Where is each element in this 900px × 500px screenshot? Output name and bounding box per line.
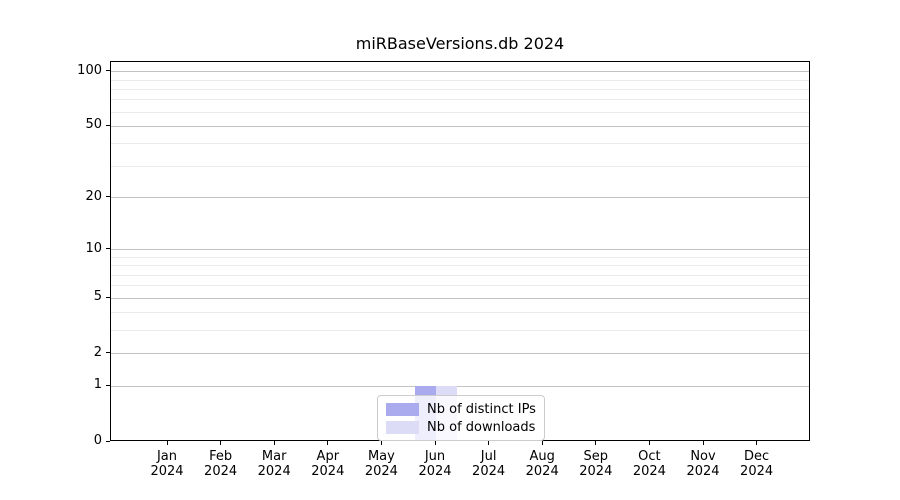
y-gridline-minor	[111, 79, 809, 81]
month-label: Aug	[529, 449, 555, 464]
y-axis-tick-label: 100	[77, 62, 102, 78]
y-axis-tick	[106, 296, 110, 298]
year-label: 2024	[472, 464, 506, 479]
y-gridline-major	[111, 71, 809, 73]
month-label: May	[367, 449, 395, 464]
x-axis-tick-label: Oct 2024	[619, 449, 679, 479]
year-label: 2024	[579, 464, 613, 479]
y-gridline-minor	[111, 312, 809, 314]
x-axis-tick	[541, 441, 543, 445]
year-label: 2024	[525, 464, 559, 479]
y-axis-tick	[106, 352, 110, 354]
y-axis-tick-label: 50	[85, 117, 102, 133]
month-label: Jul	[480, 449, 497, 464]
year-label: 2024	[364, 464, 398, 479]
year-label: 2024	[418, 464, 452, 479]
x-axis-tick-label: Feb 2024	[191, 449, 251, 479]
month-label: Sep	[583, 449, 609, 464]
year-label: 2024	[740, 464, 774, 479]
x-axis-tick-label: Aug 2024	[512, 449, 572, 479]
x-axis-tick	[327, 441, 329, 445]
year-label: 2024	[632, 464, 666, 479]
y-gridline-minor	[111, 88, 809, 90]
y-axis-tick-label: 0	[93, 433, 102, 448]
year-label: 2024	[257, 464, 291, 479]
y-gridline-minor	[111, 265, 809, 267]
y-axis-tick-label: 1	[93, 377, 102, 393]
x-axis-tick	[488, 441, 490, 445]
year-label: 2024	[686, 464, 720, 479]
legend-swatch-distinct-ips	[386, 402, 419, 416]
y-gridline-minor	[111, 285, 809, 287]
y-axis-tick-label: 2	[93, 344, 102, 360]
month-label: Apr	[316, 449, 340, 464]
x-axis-tick-label: Nov 2024	[673, 449, 733, 479]
legend-entry: Nb of distinct IPs	[386, 400, 536, 418]
month-label: Nov	[690, 449, 716, 464]
y-axis-tick	[106, 384, 110, 386]
x-axis-tick	[434, 441, 436, 445]
y-gridline-major	[111, 125, 809, 127]
x-axis-tick-label: Sep 2024	[566, 449, 626, 479]
x-axis-tick-label: Apr 2024	[298, 449, 358, 479]
month-label: Oct	[638, 449, 661, 464]
legend-entry: Nb of downloads	[386, 418, 536, 436]
y-axis-tick	[106, 248, 110, 250]
x-axis-tick	[273, 441, 275, 445]
y-axis-tick-label: 5	[93, 289, 102, 305]
y-axis-tick-label: 10	[85, 240, 102, 256]
year-label: 2024	[150, 464, 184, 479]
x-axis-tick-label: Jan 2024	[137, 449, 197, 479]
y-gridline-major	[111, 249, 809, 251]
y-gridline-major	[111, 297, 809, 299]
month-label: Jun	[424, 449, 446, 464]
year-label: 2024	[204, 464, 238, 479]
y-gridline-major	[111, 385, 809, 387]
y-axis-tick	[106, 440, 110, 442]
y-axis-tick-label: 20	[85, 188, 102, 204]
legend: Nb of distinct IPs Nb of downloads	[377, 395, 545, 441]
y-gridline-minor	[111, 274, 809, 276]
y-gridline-major	[111, 197, 809, 199]
x-axis-tick	[648, 441, 650, 445]
y-axis-tick	[106, 124, 110, 126]
legend-label: Nb of downloads	[427, 419, 536, 435]
y-gridline-minor	[111, 111, 809, 113]
legend-label: Nb of distinct IPs	[427, 401, 536, 417]
month-label: Dec	[744, 449, 770, 464]
month-label: Feb	[209, 449, 233, 464]
x-axis-tick	[756, 441, 758, 445]
x-axis-tick	[220, 441, 222, 445]
y-gridline-minor	[111, 256, 809, 258]
y-axis-tick	[106, 196, 110, 198]
y-gridline-minor	[111, 99, 809, 101]
x-axis-tick	[380, 441, 382, 445]
y-axis-tick	[106, 70, 110, 72]
year-label: 2024	[311, 464, 345, 479]
y-gridline-minor	[111, 330, 809, 332]
x-axis-tick-label: May 2024	[351, 449, 411, 479]
y-gridline-minor	[111, 143, 809, 145]
chart-title: miRBaseVersions.db 2024	[355, 34, 565, 53]
month-label: Jan	[156, 449, 178, 464]
y-gridline-major	[111, 353, 809, 355]
x-axis-tick-label: Jun 2024	[405, 449, 465, 479]
plot-area	[110, 61, 810, 441]
x-axis-tick-label: Mar 2024	[244, 449, 304, 479]
month-label: Mar	[261, 449, 287, 464]
x-axis-tick-label: Dec 2024	[727, 449, 787, 479]
legend-swatch-downloads	[386, 420, 419, 434]
x-axis-tick	[702, 441, 704, 445]
y-gridline-minor	[111, 165, 809, 167]
x-axis-tick	[166, 441, 168, 445]
x-axis-tick	[595, 441, 597, 445]
x-axis-tick-label: Jul 2024	[459, 449, 519, 479]
